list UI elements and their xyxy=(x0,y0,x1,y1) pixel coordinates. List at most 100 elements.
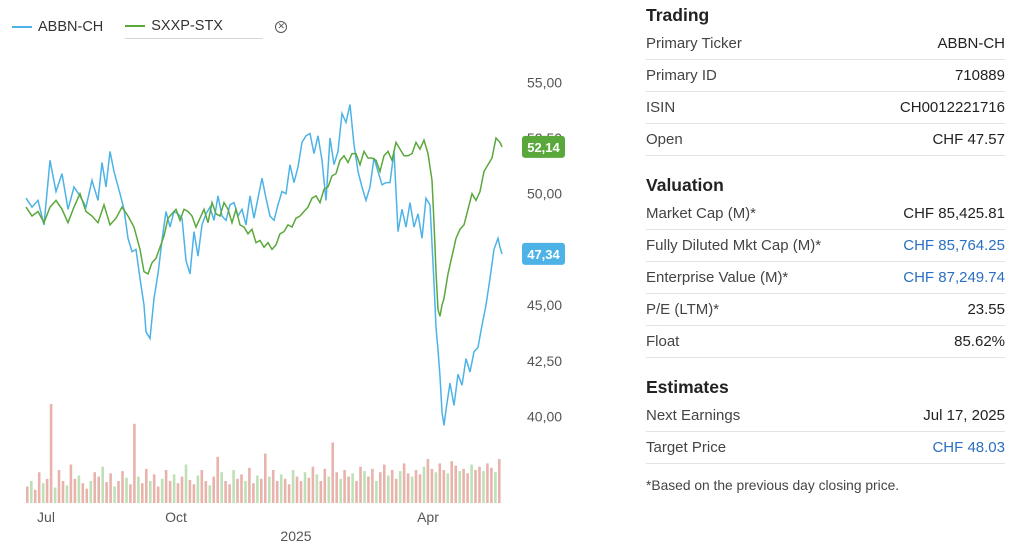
volume-bar xyxy=(57,470,61,503)
value-target-price-link[interactable]: CHF 48.03 xyxy=(932,439,1005,456)
volume-bar xyxy=(450,461,453,503)
volume-bar xyxy=(347,476,350,503)
volume-bar xyxy=(287,484,291,503)
volume-bar xyxy=(141,483,144,503)
volume-bar xyxy=(101,466,104,503)
volume-bar xyxy=(482,471,485,503)
volume-bar xyxy=(145,468,148,503)
volume-bar xyxy=(69,464,73,503)
label-primary-id: Primary ID xyxy=(646,67,717,84)
volume-bar xyxy=(458,471,461,503)
legend-label-abbn: ABBN-CH xyxy=(38,18,104,35)
volume-bar xyxy=(212,476,215,503)
label-pe-ltm: P/E (LTM)* xyxy=(646,301,720,318)
value-enterprise-value-link[interactable]: CHF 87,249.74 xyxy=(903,269,1005,286)
volume-bar xyxy=(61,481,65,503)
volume-bar xyxy=(220,472,223,503)
volume-bar xyxy=(85,488,89,503)
volume-bar xyxy=(37,472,41,503)
row-primary-ticker: Primary Ticker ABBN-CH xyxy=(646,28,1005,60)
volume-bar xyxy=(271,470,275,503)
volume-bar xyxy=(149,481,152,503)
volume-bar xyxy=(426,459,430,503)
volume-bar xyxy=(398,471,402,503)
volume-bar xyxy=(196,475,200,503)
volume-bar xyxy=(343,470,346,503)
volume-bar xyxy=(228,484,231,503)
volume-bar xyxy=(379,472,382,503)
volume-bar xyxy=(291,470,295,503)
volume-bar xyxy=(299,481,303,503)
volume-bar xyxy=(224,481,227,503)
volume-bar xyxy=(418,474,422,503)
volume-bar xyxy=(275,481,279,503)
volume-bar xyxy=(283,478,287,503)
legend-item-sxxp[interactable]: SXXP-STX xyxy=(125,18,264,39)
label-primary-ticker: Primary Ticker xyxy=(646,35,742,52)
chart-legend: ABBN-CH SXXP-STX ✕ xyxy=(12,14,288,39)
legend-item-abbn[interactable]: ABBN-CH xyxy=(12,19,103,35)
estimates-section: Estimates Next Earnings Jul 17, 2025 Tar… xyxy=(646,374,1005,464)
y-tick-label: 40,00 xyxy=(527,409,562,425)
volume-bar xyxy=(367,476,370,503)
volume-bar xyxy=(363,471,366,503)
x-tick-label: Oct xyxy=(165,509,187,525)
x-tick-label: Apr xyxy=(417,509,439,525)
volume-bar xyxy=(156,486,160,503)
volume-bar xyxy=(65,485,69,503)
value-isin: CH0012221716 xyxy=(899,99,1005,116)
volume-bar xyxy=(498,459,501,503)
last-price-tags: 47,34 52,14 xyxy=(522,135,565,265)
label-open: Open xyxy=(646,131,683,148)
volume-bar xyxy=(30,481,33,503)
label-float: Float xyxy=(646,333,680,350)
security-info-panel: Trading Primary Ticker ABBN-CH Primary I… xyxy=(646,0,1005,493)
volume-bar xyxy=(311,466,315,503)
volume-bar xyxy=(383,464,386,503)
legend-swatch-sxxp xyxy=(125,25,146,27)
close-circle-icon[interactable]: ✕ xyxy=(275,20,288,33)
volume-bar xyxy=(307,477,311,503)
volume-bar xyxy=(33,489,37,503)
volume-bar xyxy=(323,468,327,503)
volume-bar xyxy=(446,473,450,503)
volume-bar xyxy=(109,473,112,503)
volume-bar xyxy=(89,481,93,503)
volume-bar xyxy=(244,481,247,503)
volume-bar xyxy=(133,423,136,503)
volume-bar xyxy=(371,468,374,503)
valuation-section: Valuation Market Cap (M)* CHF 85,425.81 … xyxy=(646,172,1005,358)
volume-bar xyxy=(359,466,362,503)
volume-bar xyxy=(466,473,469,503)
volume-bar xyxy=(168,481,172,503)
volume-bar xyxy=(470,464,473,503)
volume-bar xyxy=(81,483,85,503)
volume-bar xyxy=(184,464,188,503)
volume-bar xyxy=(252,483,255,503)
value-primary-ticker: ABBN-CH xyxy=(937,35,1005,52)
volume-bar xyxy=(335,472,338,503)
volume-bar xyxy=(240,474,243,503)
volume-bar xyxy=(260,478,263,503)
last-price-tag-sxxp-stx xyxy=(522,135,565,158)
volume-bar xyxy=(264,453,267,503)
x-tick-label: Jul xyxy=(37,509,55,525)
row-float: Float 85.62% xyxy=(646,326,1005,358)
volume-bar xyxy=(41,483,45,503)
volume-bar xyxy=(339,478,342,503)
label-fully-diluted-mkt-cap: Fully Diluted Mkt Cap (M)* xyxy=(646,237,822,254)
volume-bar xyxy=(387,475,390,503)
volume-bar xyxy=(494,472,497,503)
volume-bar xyxy=(355,481,358,503)
row-market-cap: Market Cap (M)* CHF 85,425.81 xyxy=(646,198,1005,230)
y-tick-label: 45,00 xyxy=(527,297,562,313)
volume-bar xyxy=(172,474,176,503)
volume-bar xyxy=(208,485,212,503)
last-price-label-sxxp-stx: 52,14 xyxy=(527,140,560,155)
volume-bar xyxy=(113,486,116,503)
value-float: 85.62% xyxy=(954,333,1005,350)
value-fully-diluted-mkt-cap-link[interactable]: CHF 85,764.25 xyxy=(903,237,1005,254)
volume-bar xyxy=(188,479,192,503)
volume-bar xyxy=(97,476,100,503)
